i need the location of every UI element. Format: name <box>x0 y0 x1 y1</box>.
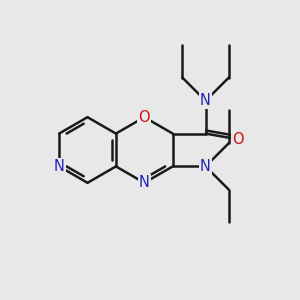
Text: N: N <box>200 159 211 174</box>
Text: N: N <box>200 93 211 108</box>
Text: O: O <box>139 110 150 125</box>
Text: N: N <box>54 159 64 174</box>
Text: O: O <box>232 132 244 147</box>
Text: N: N <box>139 175 150 190</box>
